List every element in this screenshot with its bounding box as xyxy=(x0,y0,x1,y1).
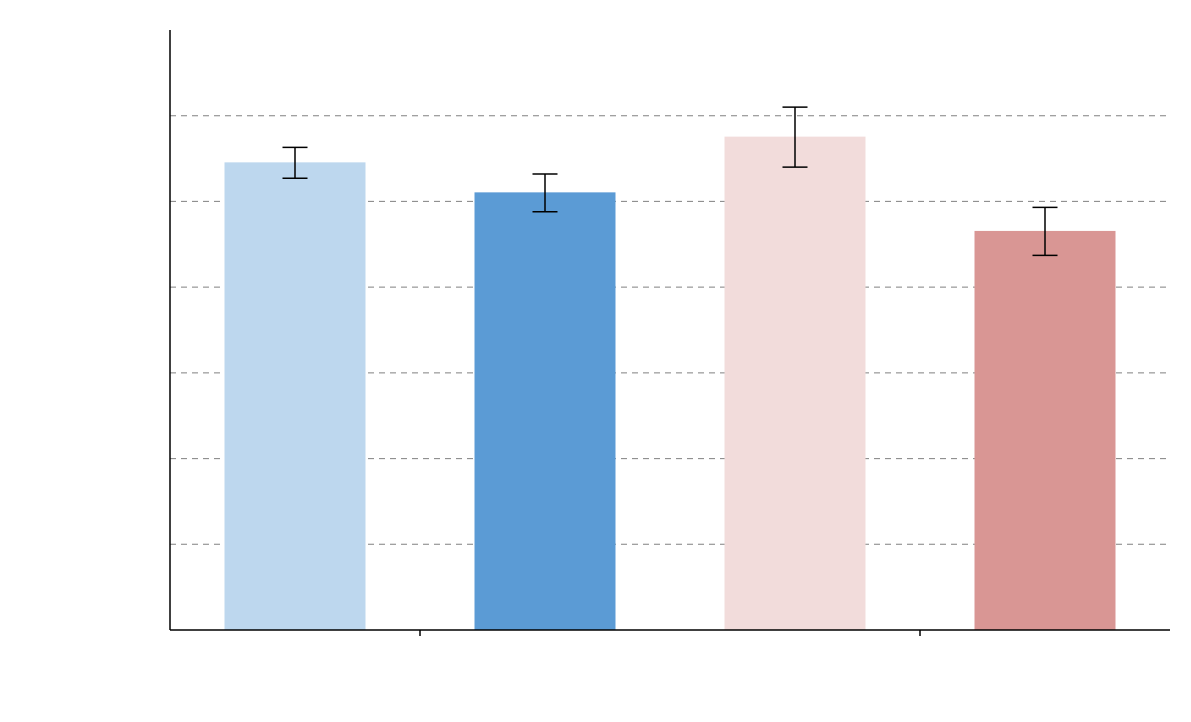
bar-chart xyxy=(0,0,1191,722)
bar-2 xyxy=(725,137,865,630)
bar-0 xyxy=(225,163,365,630)
bar-1 xyxy=(475,193,615,630)
chart-svg xyxy=(0,0,1191,722)
bar-3 xyxy=(975,231,1115,630)
